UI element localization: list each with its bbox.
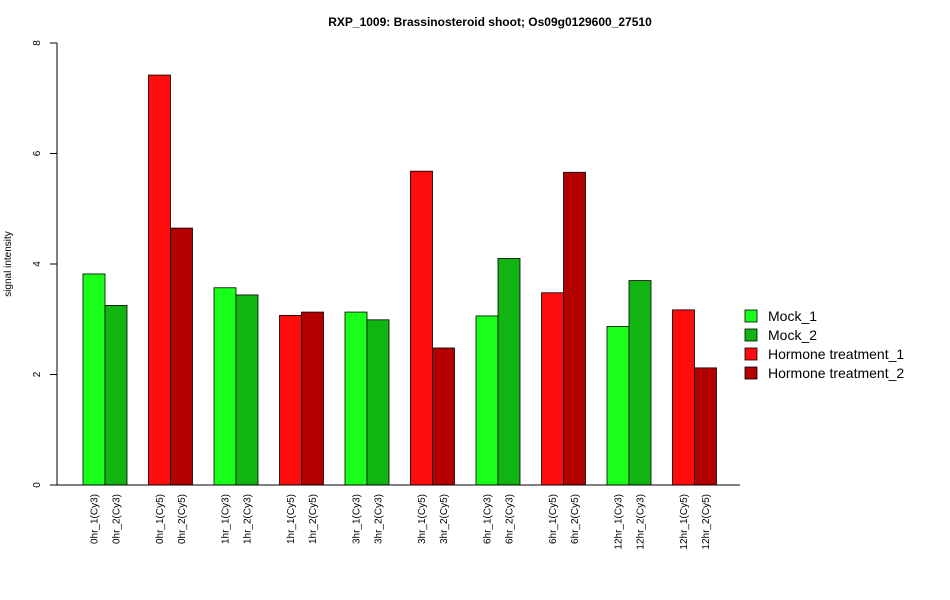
bar bbox=[694, 367, 717, 486]
bar bbox=[104, 305, 128, 486]
bar bbox=[82, 273, 106, 486]
x-tick-label: 12hr_1(Cy3) bbox=[614, 494, 625, 550]
y-axis: 0 2 4 6 8 bbox=[32, 40, 58, 488]
y-tick-label: 8 bbox=[32, 40, 43, 46]
x-tick-label: 6hr_1(Cy3) bbox=[483, 494, 494, 544]
x-tick-label: 12hr_2(Cy3) bbox=[636, 494, 647, 550]
x-tick-label: 0hr_1(Cy5) bbox=[155, 494, 166, 544]
y-tick-label: 4 bbox=[32, 261, 43, 267]
legend-swatch bbox=[744, 309, 758, 323]
legend-swatch bbox=[744, 328, 758, 342]
bar bbox=[344, 311, 368, 486]
legend-swatch bbox=[744, 347, 758, 361]
legend-label: Mock_2 bbox=[768, 327, 817, 343]
x-tick-label: 3hr_1(Cy3) bbox=[352, 494, 363, 544]
bar bbox=[301, 311, 324, 486]
x-tick-label: 6hr_2(Cy3) bbox=[505, 494, 516, 544]
x-tick-labels: 0hr_1(Cy3) 0hr_2(Cy3) 0hr_1(Cy5) 0hr_2(Cy5)… bbox=[90, 494, 713, 550]
legend-label: Mock_1 bbox=[768, 308, 817, 324]
y-tick-label: 6 bbox=[32, 150, 43, 156]
bar bbox=[213, 287, 237, 486]
x-tick-label: 1hr_1(Cy5) bbox=[286, 494, 297, 544]
x-tick-label: 6hr_2(Cy5) bbox=[570, 494, 581, 544]
bar bbox=[279, 314, 302, 486]
x-tick-label: 0hr_2(Cy3) bbox=[112, 494, 123, 544]
bar bbox=[672, 309, 695, 486]
x-tick-label: 3hr_1(Cy5) bbox=[417, 494, 428, 544]
bar bbox=[170, 227, 193, 486]
legend-label: Hormone treatment_2 bbox=[768, 365, 904, 381]
bar bbox=[541, 292, 564, 486]
y-tick-label: 0 bbox=[32, 482, 43, 488]
bars-layer bbox=[82, 74, 717, 486]
legend-swatch bbox=[744, 366, 758, 380]
legend-label: Hormone treatment_1 bbox=[768, 346, 904, 362]
x-tick-label: 3hr_2(Cy3) bbox=[374, 494, 385, 544]
bar bbox=[497, 258, 521, 486]
x-tick-label: 6hr_1(Cy5) bbox=[548, 494, 559, 544]
x-tick-label: 1hr_2(Cy3) bbox=[243, 494, 254, 544]
bar bbox=[410, 170, 433, 486]
x-tick-label: 12hr_2(Cy5) bbox=[701, 494, 712, 550]
bar bbox=[606, 326, 630, 486]
x-tick-label: 12hr_1(Cy5) bbox=[679, 494, 690, 550]
bar bbox=[432, 347, 455, 486]
bar bbox=[148, 74, 171, 486]
x-tick-label: 3hr_2(Cy5) bbox=[439, 494, 450, 544]
x-tick-label: 0hr_1(Cy3) bbox=[90, 494, 101, 544]
bar bbox=[628, 280, 652, 486]
bar bbox=[563, 171, 586, 486]
chart-title: RXP_1009: Brassinosteroid shoot; Os09g01… bbox=[328, 15, 652, 29]
bar bbox=[235, 294, 259, 486]
x-tick-label: 1hr_1(Cy3) bbox=[221, 494, 232, 544]
legend: Mock_1 Mock_2 Hormone treatment_1 Hormone t… bbox=[744, 308, 904, 381]
bar bbox=[366, 319, 390, 486]
x-tick-label: 1hr_2(Cy5) bbox=[308, 494, 319, 544]
x-tick-label: 0hr_2(Cy5) bbox=[177, 494, 188, 544]
y-tick-label: 2 bbox=[32, 371, 43, 377]
y-axis-label: signal intensity bbox=[3, 231, 14, 297]
bar bbox=[475, 315, 499, 486]
